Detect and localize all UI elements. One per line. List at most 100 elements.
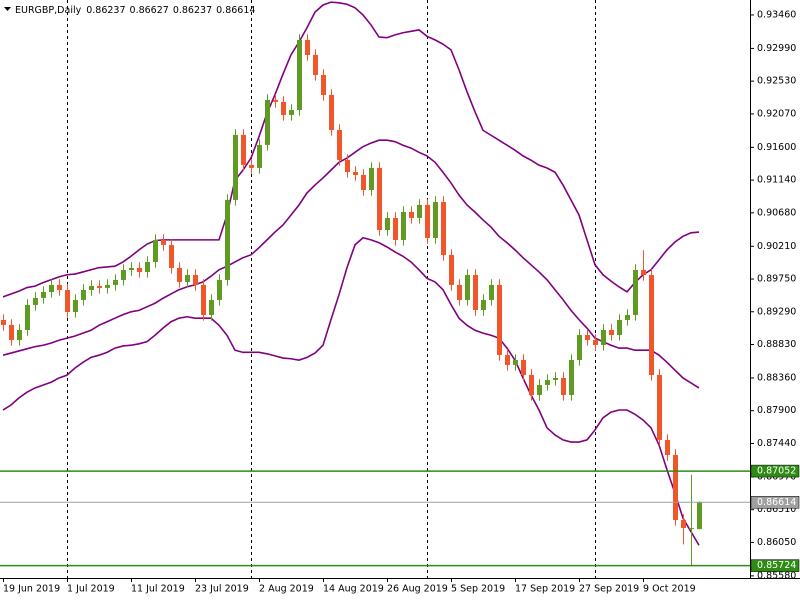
candle-body — [689, 527, 694, 529]
candle-body — [529, 374, 534, 395]
y-tick-label: 0.90680 — [757, 207, 796, 218]
candle-body — [281, 101, 286, 115]
y-tick-label: 0.89750 — [757, 274, 796, 285]
x-tick-label: 2 Aug 2019 — [259, 584, 314, 595]
candle-body — [241, 134, 246, 165]
candle-body — [201, 284, 206, 315]
candle-body — [457, 284, 462, 300]
candle-body — [57, 284, 62, 290]
candle-body — [633, 269, 638, 315]
candle-body — [137, 267, 142, 272]
x-tick-label: 19 Jun 2019 — [3, 584, 60, 595]
y-tick-label: 0.91600 — [757, 142, 796, 153]
candle-body — [513, 359, 518, 365]
y-tick-label: 0.85580 — [757, 570, 796, 581]
candle-body — [673, 454, 678, 520]
candle-body — [345, 159, 350, 172]
y-tick-label: 0.92070 — [757, 108, 796, 119]
price-level-box — [750, 559, 800, 572]
candle-body — [521, 359, 526, 375]
price-level-label: 0.87052 — [757, 466, 796, 477]
candle-body — [17, 330, 22, 340]
candle-body — [449, 254, 454, 285]
candle-body — [361, 174, 366, 190]
x-tick-label: 1 Jul 2019 — [67, 584, 115, 595]
candle-body — [497, 284, 502, 355]
candle-body — [441, 201, 446, 255]
x-tick-label: 26 Aug 2019 — [387, 584, 448, 595]
bollinger-band — [2, 1, 700, 298]
candle-body — [569, 359, 574, 395]
candle-body — [225, 199, 230, 280]
candle-body — [409, 211, 414, 218]
candle-body — [561, 377, 566, 395]
candle-body — [129, 267, 134, 270]
y-tick-label: 0.93460 — [757, 9, 796, 20]
y-tick-label: 0.87900 — [757, 405, 796, 416]
candle-body — [265, 99, 270, 145]
candle-body — [329, 94, 334, 130]
candle-body — [681, 519, 686, 528]
candle-body — [49, 284, 54, 292]
candle-body — [337, 129, 342, 160]
x-tick-label: 23 Jul 2019 — [195, 584, 249, 595]
candle-body — [425, 204, 430, 238]
candle-body — [145, 261, 150, 272]
y-tick-label: 0.87440 — [757, 438, 796, 449]
candle-body — [649, 274, 654, 375]
candle-body — [353, 171, 358, 175]
candle-body — [169, 244, 174, 268]
x-tick-label: 9 Oct 2019 — [643, 584, 696, 595]
candle-body — [609, 330, 614, 335]
candle-body — [161, 239, 166, 245]
candle-body — [9, 324, 14, 340]
y-tick-label: 0.92530 — [757, 76, 796, 87]
chart-title: EURGBP,Daily — [15, 5, 82, 16]
candle-body — [97, 285, 102, 288]
x-tick-label: 17 Sep 2019 — [515, 584, 575, 595]
candle-body — [105, 284, 110, 288]
y-tick-label: 0.92990 — [757, 43, 796, 54]
chart-header: EURGBP,Daily 0.86237 0.86627 0.86237 0.86614 — [15, 5, 255, 16]
candle-body — [577, 334, 582, 360]
candle-body — [433, 201, 438, 238]
candle-body — [153, 239, 158, 262]
candle-body — [321, 74, 326, 95]
candle-body — [473, 274, 478, 310]
candle-body — [73, 299, 78, 312]
x-tick-label: 11 Jul 2019 — [131, 584, 185, 595]
candle-body — [25, 304, 30, 331]
y-tick-label: 0.86050 — [757, 537, 796, 548]
candle-body — [193, 274, 198, 285]
candle-body — [641, 269, 646, 275]
candle-body — [313, 54, 318, 75]
candle-body — [401, 211, 406, 240]
candle-body — [665, 439, 670, 455]
candle-body — [1, 319, 6, 325]
bollinger-band — [2, 236, 700, 546]
candle-body — [249, 164, 254, 168]
candle-body — [505, 354, 510, 365]
candle-body — [89, 285, 94, 290]
candle-body — [65, 289, 70, 312]
x-tick-label: 5 Sep 2019 — [451, 584, 505, 595]
candle-body — [185, 274, 190, 282]
candle-body — [545, 379, 550, 385]
candle-body — [369, 167, 374, 190]
header-open: 0.86237 — [86, 5, 125, 16]
price-level-label: 0.86614 — [757, 497, 796, 508]
header-low: 0.86237 — [173, 5, 212, 16]
candle-body — [601, 330, 606, 345]
y-tick-label: 0.91140 — [757, 175, 796, 186]
candle-body — [209, 299, 214, 315]
price-level-box — [750, 496, 800, 509]
y-tick-label: 0.89290 — [757, 306, 796, 317]
candle-body — [305, 39, 310, 55]
candle-body — [113, 279, 118, 285]
candle-body — [81, 289, 86, 300]
price-level-label: 0.85724 — [757, 560, 796, 571]
candle-body — [177, 267, 182, 282]
candle-body — [617, 319, 622, 335]
